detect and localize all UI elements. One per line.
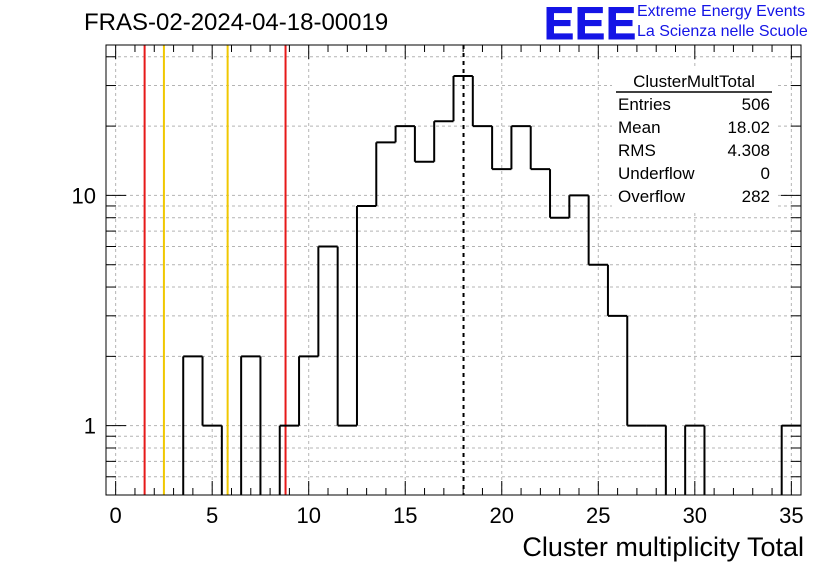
x-tick-label: 5 (206, 503, 218, 528)
x-tick-label: 10 (296, 503, 320, 528)
x-tick-label: 15 (393, 503, 417, 528)
x-tick-label: 20 (490, 503, 514, 528)
logo-line-2: La Scienza nelle Scuole (637, 23, 808, 40)
stats-value: 506 (742, 95, 770, 114)
stats-value: 0 (761, 164, 770, 183)
stats-value: 282 (742, 187, 770, 206)
stats-value: 4.308 (727, 141, 770, 160)
stats-label: Overflow (618, 187, 686, 206)
axis-tick-labels: 0 5 10 15 20 25 30 35 1 10 (72, 183, 804, 528)
chart-title: FRAS-02-2024-04-18-00019 (84, 9, 389, 36)
y-tick-label: 10 (72, 183, 96, 208)
logo-line-1: Extreme Energy Events (637, 3, 806, 20)
histogram-bars (182, 75, 801, 495)
stats-label: Mean (618, 118, 661, 137)
threshold-lines (143, 45, 465, 495)
x-tick-label: 35 (779, 503, 803, 528)
plot-border (105, 44, 802, 496)
y-tick-label: 1 (84, 414, 96, 439)
x-tick-label: 25 (586, 503, 610, 528)
plot-frame (105, 44, 802, 496)
stats-label: Entries (618, 95, 671, 114)
x-tick-label: 0 (110, 503, 122, 528)
axis-ticks (106, 45, 801, 496)
stats-title: ClusterMultTotal (633, 72, 755, 91)
x-tick-label: 30 (683, 503, 707, 528)
stats-box: ClusterMultTotal Entries 506 Mean 18.02 RMS 4.… (612, 68, 776, 210)
eee-logo: EEE (543, 0, 638, 49)
x-axis-label: Cluster multiplicity Total (522, 532, 804, 562)
stats-value: 18.02 (727, 118, 770, 137)
stats-label: RMS (618, 141, 656, 160)
stats-label: Underflow (618, 164, 695, 183)
